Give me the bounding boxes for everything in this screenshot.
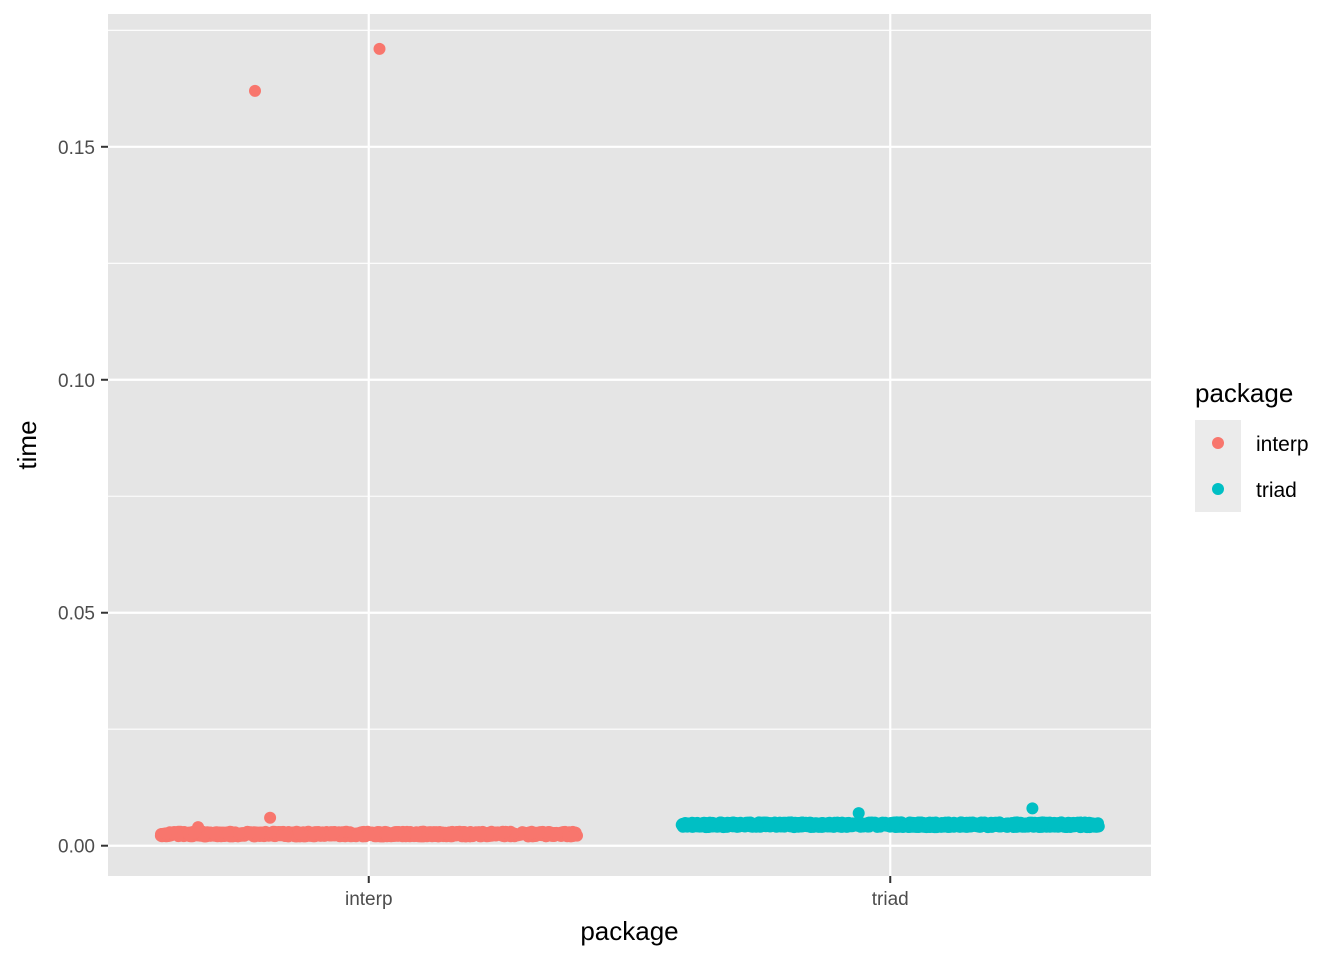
data-point [785,819,798,832]
data-point [221,828,234,841]
data-point [1088,817,1101,830]
major-gridlines [108,14,1151,876]
minor-gridlines [108,29,1151,730]
data-point [266,826,279,839]
data-point [1064,820,1077,833]
data-point [207,827,220,840]
panel-background [108,14,1151,876]
data-point [1008,816,1021,829]
data-point [966,817,979,830]
data-point-outlier [1026,802,1039,815]
x-tick-label: interp [345,889,393,910]
data-point [327,827,340,840]
data-point [718,820,731,832]
data-point [982,817,995,830]
data-point [802,817,815,830]
y-tick-label: 0.00 [58,837,95,858]
data-point [735,819,748,832]
data-point [819,817,832,830]
data-point [469,828,482,841]
legend-key-background [1195,420,1241,512]
data-point [1022,817,1035,830]
data-points [154,42,1105,843]
data-point [308,827,321,840]
data-point-outlier [852,807,865,820]
data-point [244,826,257,839]
legend: package interp triad [1195,378,1309,512]
data-point [747,819,760,832]
x-tick-label: triad [872,889,909,910]
data-point [450,829,463,842]
series-triad [675,802,1105,834]
legend-label-interp: interp [1256,433,1309,456]
data-point [279,830,292,842]
axis-ticks [101,145,892,883]
data-point-outlier [249,84,261,97]
data-point [293,827,306,840]
data-point [1074,818,1087,831]
data-point [887,817,900,830]
data-point [381,829,394,842]
data-point [845,820,858,833]
data-point [1037,816,1049,829]
data-point [159,827,172,840]
data-point-outlier [192,821,205,834]
data-point [410,826,423,839]
data-point [525,827,537,840]
legend-label-triad: triad [1256,479,1297,502]
data-point-outlier [264,811,277,824]
data-point [676,818,689,831]
data-point [762,817,775,830]
data-point [428,828,441,841]
axis-tick-labels: 0.00 0.05 0.10 0.15 interp triad [58,138,909,910]
x-axis-title: package [580,916,678,946]
legend-key-triad [1212,483,1224,495]
data-point [498,826,511,839]
series-interp [154,42,583,843]
data-point [567,830,579,842]
data-point [363,828,376,841]
legend-key-interp [1212,437,1224,449]
data-point [704,817,717,830]
data-point [350,829,363,842]
data-point-outlier [373,42,386,55]
data-point [233,827,245,840]
y-tick-label: 0.15 [58,138,95,159]
legend-title: package [1195,378,1293,408]
y-axis-title: time [12,420,42,469]
y-tick-label: 0.05 [58,604,95,625]
data-point [939,820,952,833]
y-tick-label: 0.10 [58,371,95,392]
data-point [858,818,871,831]
data-point [950,818,963,831]
data-point [995,818,1008,830]
data-point [926,816,939,829]
